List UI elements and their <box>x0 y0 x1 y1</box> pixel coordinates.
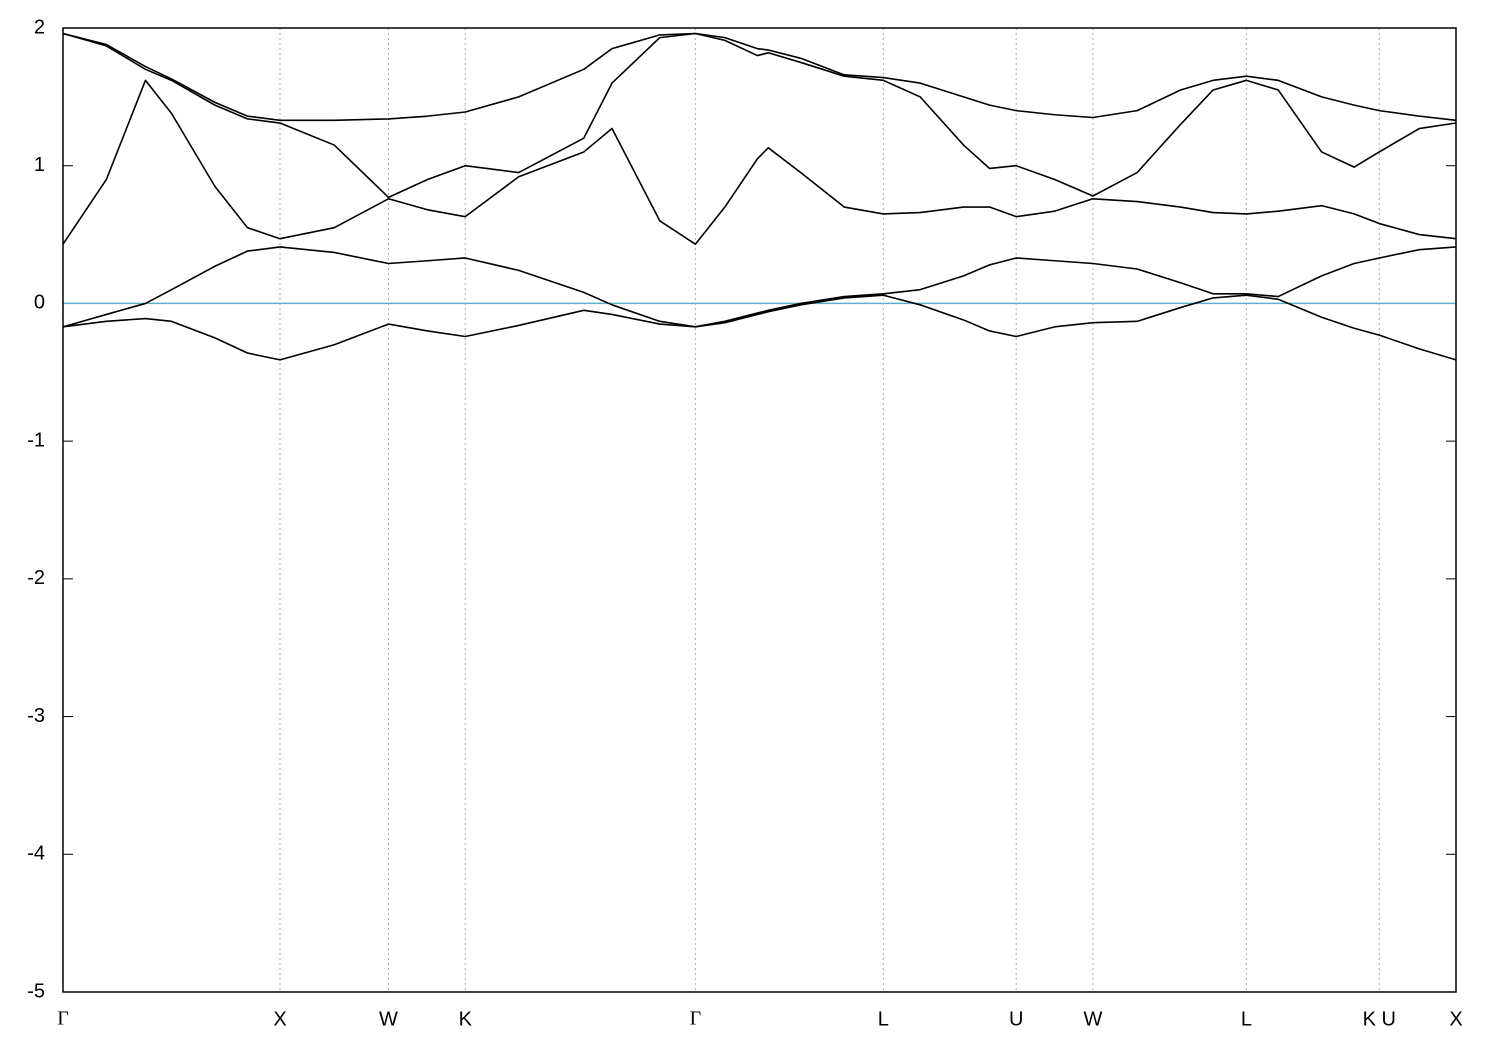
x-tick-label: Γ <box>690 1008 702 1030</box>
y-tick-label: -5 <box>27 980 45 1002</box>
y-tick-label: -3 <box>27 705 45 727</box>
y-tick-label: 1 <box>34 154 45 176</box>
y-tick-label: 0 <box>34 292 45 314</box>
x-tick-label: U <box>1009 1008 1023 1030</box>
x-tick-label: L <box>1241 1008 1252 1030</box>
x-tick-label: W <box>379 1008 398 1030</box>
y-tick-label: -1 <box>27 429 45 451</box>
band-line <box>62 32 1457 199</box>
band-line <box>62 32 1457 122</box>
y-tick-label: 2 <box>34 16 45 38</box>
x-tick-label: K U <box>1363 1008 1396 1030</box>
y-tick-label: -4 <box>27 843 45 865</box>
band-line <box>62 79 1457 246</box>
x-tick-label: L <box>878 1008 889 1030</box>
plot-frame <box>62 27 1457 993</box>
band-line <box>62 294 1457 361</box>
y-tick-label: -2 <box>27 567 45 589</box>
x-tick-label: X <box>273 1008 286 1030</box>
x-tick-label: X <box>1449 1008 1462 1030</box>
x-tick-label: K <box>459 1008 473 1030</box>
band-line <box>62 246 1457 328</box>
x-tick-label: Γ <box>57 1008 69 1030</box>
x-tick-label: W <box>1083 1008 1102 1030</box>
